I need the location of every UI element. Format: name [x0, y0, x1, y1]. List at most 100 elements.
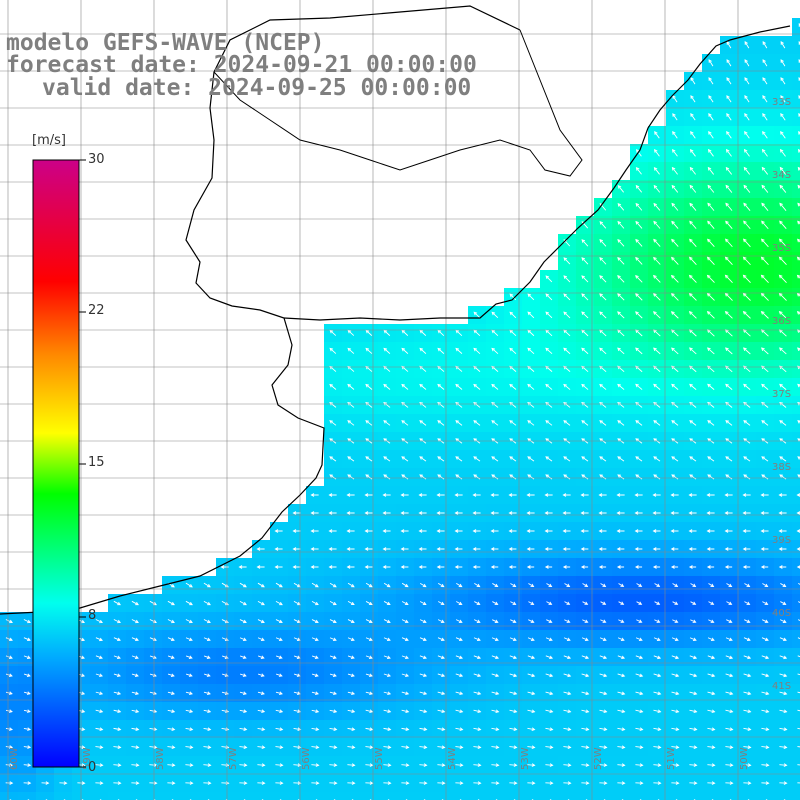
wind-arrow [780, 113, 786, 121]
wind-cell [792, 504, 800, 522]
wind-arrow [797, 456, 800, 459]
wind-arrow [708, 59, 714, 67]
wind-arrow-head [315, 709, 320, 713]
wind-arrow [797, 311, 800, 315]
wind-arrow [707, 456, 715, 462]
wind-arrow [563, 637, 571, 641]
wind-arrow-head [708, 130, 712, 135]
wind-arrow [473, 764, 481, 766]
wind-cell [234, 792, 252, 800]
wind-arrow-head [634, 565, 639, 569]
wind-arrow [671, 257, 679, 265]
wind-arrow [635, 402, 643, 408]
wind-arrow-head [599, 239, 604, 243]
wind-arrow-head [726, 130, 730, 135]
wind-arrow-head [8, 655, 13, 659]
wind-arrow-head [765, 673, 770, 678]
wind-arrow [582, 619, 588, 623]
wind-arrow-head [796, 292, 800, 297]
wind-arrow [527, 402, 535, 408]
wind-arrow-head [459, 673, 464, 678]
wind-arrow-head [404, 583, 409, 588]
wind-arrow-head [796, 493, 800, 497]
wind-arrow-head [761, 401, 765, 406]
wind-arrow-head [563, 401, 567, 406]
wind-arrow-head [473, 383, 477, 388]
wind-arrow-head [562, 565, 567, 569]
wind-arrow-head [274, 529, 279, 533]
wind-arrow [5, 655, 13, 659]
wind-arrow [275, 637, 283, 641]
wind-arrow-head [364, 565, 369, 569]
wind-cell [792, 414, 800, 432]
wind-arrow-head [742, 292, 747, 297]
wind-arrow-head [671, 220, 675, 225]
wind-arrow [779, 691, 787, 695]
wind-arrow [653, 655, 661, 659]
latitude-label: 41S [772, 681, 791, 692]
coast-estuary [213, 29, 583, 177]
wind-arrow [455, 655, 463, 659]
wind-arrow [419, 402, 427, 408]
wind-arrow [707, 746, 715, 748]
wind-arrow-head [598, 529, 603, 533]
wind-arrow [5, 764, 13, 766]
wind-cell [306, 792, 324, 800]
wind-arrow-head [746, 619, 751, 623]
wind-arrow [780, 131, 786, 139]
wind-arrow-head [670, 493, 675, 497]
wind-arrow-head [260, 691, 265, 695]
wind-arrow-head [134, 673, 139, 677]
wind-arrow-head [278, 691, 283, 695]
wind-arrow-head [545, 275, 550, 280]
wind-arrow-head [387, 673, 391, 677]
wind-arrow [797, 256, 800, 261]
wind-arrow [149, 764, 157, 766]
longitude-label: 57W [228, 747, 239, 770]
wind-arrow [797, 293, 800, 297]
wind-arrow-head [563, 347, 567, 352]
wind-arrow [780, 149, 786, 157]
wind-arrow-head [710, 601, 715, 605]
wind-arrow [743, 709, 751, 713]
wind-arrow-head [153, 745, 158, 749]
wind-arrow-head [671, 401, 675, 406]
wind-arrow-head [693, 673, 698, 678]
wind-arrow-head [454, 493, 459, 497]
wind-arrow [797, 438, 800, 441]
wind-cell [792, 324, 800, 342]
wind-arrow-head [333, 691, 337, 695]
wind-arrow [725, 746, 733, 748]
wind-arrow-head [329, 401, 334, 406]
wind-arrow-head [401, 401, 406, 406]
wind-arrow-head [347, 474, 352, 478]
wind-arrow-head [188, 655, 193, 659]
wind-arrow-head [135, 619, 139, 624]
wind-arrow-head [711, 691, 716, 696]
wind-arrow-head [743, 401, 747, 406]
wind-arrow-head [688, 547, 693, 551]
wind-arrow [689, 402, 697, 408]
wind-arrow-head [383, 456, 388, 460]
wind-arrow-head [387, 745, 392, 749]
wind-arrow-head [760, 565, 765, 569]
wind-arrow-head [437, 401, 442, 406]
wind-arrow [401, 727, 409, 731]
wind-arrow [761, 691, 769, 695]
wind-arrow [185, 582, 193, 588]
wind-arrow-head [549, 763, 554, 767]
wind-arrow-head [726, 59, 730, 63]
wind-arrow-head [671, 166, 676, 171]
wind-arrow-head [495, 709, 500, 714]
wind-arrow [149, 600, 157, 606]
wind-arrow-head [333, 745, 338, 749]
wind-arrow [113, 673, 121, 677]
wind-arrow-head [116, 655, 121, 660]
wind-arrow-head [747, 709, 752, 714]
wind-arrow-head [278, 655, 283, 659]
wind-arrow [239, 655, 247, 659]
wind-arrow [383, 420, 391, 426]
wind-arrow-head [440, 637, 445, 642]
wind-arrow [636, 619, 642, 623]
wind-arrow [365, 655, 373, 659]
